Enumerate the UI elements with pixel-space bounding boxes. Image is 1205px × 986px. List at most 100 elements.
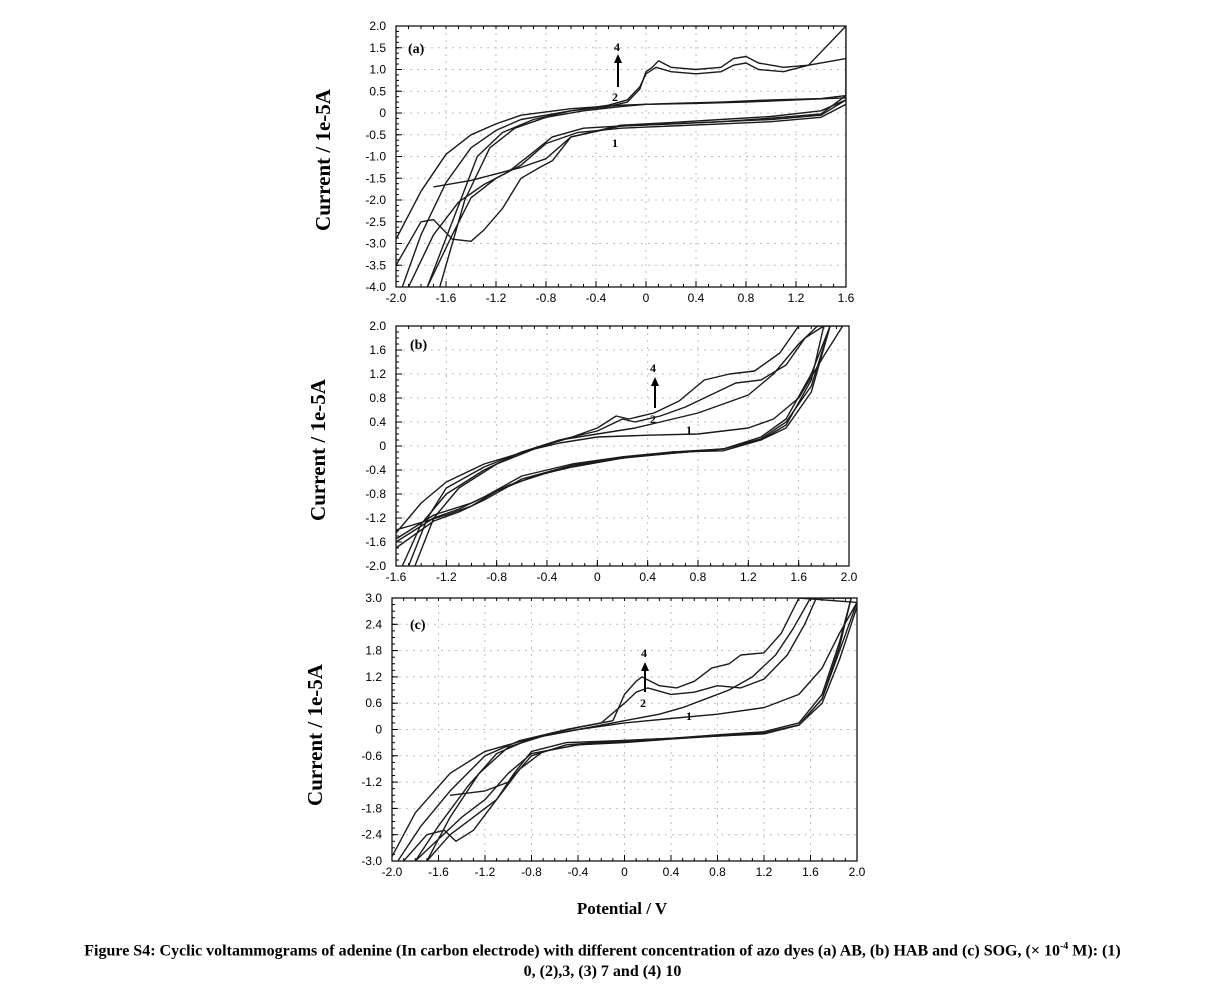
panel-b-y-tick-label-3: 0.8 <box>369 391 386 405</box>
panel-c-x-tick-label-9: 1.6 <box>802 865 819 879</box>
panel-a-x-tick-label-4: -0.4 <box>586 291 607 305</box>
panel-c-x-tick-label-5: 0 <box>621 865 628 879</box>
panel-a-cv-curve-4 <box>426 97 846 287</box>
panel-a-cv-curve-3 <box>407 26 846 287</box>
panel-b-increase-arrow-head <box>651 377 659 386</box>
panel-c-x-tick-label-7: 0.8 <box>709 865 726 879</box>
caption-text-a: Figure S4: Cyclic voltammograms of adeni… <box>84 942 1060 960</box>
panel-c-y-tick-label-6: -0.6 <box>361 749 382 763</box>
panel-b-x-tick-label-5: 0.4 <box>639 570 656 584</box>
panel-c-y-tick-label-9: -2.4 <box>361 828 382 842</box>
panel-b-y-tick-label-4: 0.4 <box>369 415 386 429</box>
panel-a-x-tick-label-7: 0.8 <box>738 291 755 305</box>
panel-b-curve-label-2: 2 <box>650 412 656 426</box>
panel-a-curve-label-1: 1 <box>612 136 618 150</box>
panel-b-cv-curve-4 <box>396 326 825 566</box>
panel-c-x-tick-label-3: -0.8 <box>521 865 542 879</box>
panel-a-y-tick-label-8: -2.0 <box>365 193 386 207</box>
panel-c-x-tick-label-10: 2.0 <box>849 865 866 879</box>
panel-a-cv-curve-1 <box>396 94 846 240</box>
panel-a-y-axis-label: Current / 1e-5A <box>311 88 335 231</box>
panel-c-y-tick-label-2: 1.8 <box>365 644 382 658</box>
panel-a-y-tick-label-3: 0.5 <box>369 84 386 98</box>
caption-text-b: M): (1) <box>1068 942 1121 960</box>
panel-c-x-tick-label-4: -0.4 <box>568 865 589 879</box>
panel-a-y-tick-label-2: 1.0 <box>369 63 386 77</box>
panel-c: Current / 1e-5A (c) 4 2 1 -2.0 -1.6 -1.2 -0… <box>303 591 866 879</box>
panel-b-tag: (b) <box>410 338 427 353</box>
panel-a-x-tick-label-2: -1.2 <box>486 291 507 305</box>
panel-a-x-tick-label-9: 1.6 <box>838 291 855 305</box>
panel-c-tag: (c) <box>410 618 426 633</box>
panel-b-y-axis-label: Current / 1e-5A <box>306 378 330 521</box>
panel-c-cv-curve-3 <box>414 598 857 861</box>
panel-c-x-tick-label-2: -1.2 <box>475 865 496 879</box>
panel-b-y-tick-label-2: 1.2 <box>369 367 386 381</box>
panel-b-y-tick-label-8: -1.2 <box>365 511 386 525</box>
panel-c-curve-label-4: 4 <box>641 646 647 660</box>
panel-a-x-tick-label-0: -2.0 <box>386 291 407 305</box>
panel-b-y-tick-label-10: -2.0 <box>365 559 386 573</box>
panel-b-x-tick-label-1: -1.2 <box>436 570 457 584</box>
panel-c-y-axis-label: Current / 1e-5A <box>303 663 327 806</box>
panel-c-y-tick-label-5: 0 <box>375 723 382 737</box>
panel-b-y-tick-label-1: 1.6 <box>369 343 386 357</box>
panel-b-x-tick-label-6: 0.8 <box>690 570 707 584</box>
panel-c-y-tick-label-8: -1.8 <box>361 801 382 815</box>
panel-a-y-tick-label-0: 2.0 <box>369 19 386 33</box>
panel-b-y-tick-label-7: -0.8 <box>365 487 386 501</box>
caption-line-2: 0, (2),3, (3) 7 and (4) 10 <box>523 963 682 981</box>
panel-b: Current / 1e-5A (b) 4 2 1 -1.6 -1.2 -0.8 -0… <box>306 319 858 584</box>
panel-b-y-tick-label-0: 2.0 <box>369 319 386 333</box>
panel-c-curve-label-1: 1 <box>686 709 692 723</box>
panel-a-x-tick-label-3: -0.8 <box>536 291 557 305</box>
panel-b-curve-label-1: 1 <box>686 423 692 437</box>
panel-c-cv-curve-4 <box>414 598 852 861</box>
panel-b-x-tick-label-4: 0 <box>594 570 601 584</box>
panel-a-y-tick-label-9: -2.5 <box>365 215 386 229</box>
panel-c-curve-label-2: 2 <box>640 696 646 710</box>
panel-b-y-tick-label-5: 0 <box>379 439 386 453</box>
panel-b-x-tick-label-2: -0.8 <box>486 570 507 584</box>
panel-a: Current / 1e-5A (a) 4 2 1 -2.0 -1.6 -1.2 -0… <box>311 19 855 305</box>
panel-a-x-tick-label-6: 0.4 <box>688 291 705 305</box>
panel-a-y-tick-label-1: 1.5 <box>369 41 386 55</box>
caption-exponent: -4 <box>1059 941 1069 952</box>
panel-c-x-tick-label-0: -2.0 <box>382 865 403 879</box>
panel-a-curve-label-4: 4 <box>614 40 620 54</box>
x-axis-label: Potential / V <box>577 899 668 918</box>
panel-a-y-tick-label-11: -3.5 <box>365 258 386 272</box>
panel-a-increase-arrow-head <box>614 54 622 63</box>
panel-b-y-tick-label-6: -0.4 <box>365 463 386 477</box>
panel-a-y-tick-label-10: -3.0 <box>365 237 386 251</box>
panel-c-x-tick-label-6: 0.4 <box>663 865 680 879</box>
panel-a-y-tick-label-6: -1.0 <box>365 150 386 164</box>
panel-c-y-tick-label-0: 3.0 <box>365 591 382 605</box>
panel-a-tag: (a) <box>408 42 425 57</box>
panel-b-x-tick-label-7: 1.2 <box>740 570 757 584</box>
panel-a-y-tick-label-7: -1.5 <box>365 171 386 185</box>
panel-b-curve-label-4: 4 <box>650 361 656 375</box>
panel-a-x-tick-label-1: -1.6 <box>436 291 457 305</box>
panel-a-curve-label-2: 2 <box>612 90 618 104</box>
panel-b-y-tick-label-9: -1.6 <box>365 535 386 549</box>
panel-a-y-tick-label-4: 0 <box>379 106 386 120</box>
panel-c-y-tick-label-10: -3.0 <box>361 854 382 868</box>
panel-a-x-tick-label-5: 0 <box>643 291 650 305</box>
panel-b-x-tick-label-9: 2.0 <box>841 570 858 584</box>
panel-c-x-tick-label-1: -1.6 <box>428 865 449 879</box>
figure-caption: Figure S4: Cyclic voltammograms of adeni… <box>0 936 1205 982</box>
panel-a-y-tick-label-5: -0.5 <box>365 128 386 142</box>
caption-line-1: Figure S4: Cyclic voltammograms of adeni… <box>0 936 1205 961</box>
panel-b-x-tick-label-3: -0.4 <box>537 570 558 584</box>
panel-b-x-tick-label-0: -1.6 <box>386 570 407 584</box>
panel-b-x-tick-label-8: 1.6 <box>790 570 807 584</box>
panel-a-y-tick-label-12: -4.0 <box>365 280 386 294</box>
panel-c-increase-arrow-head <box>641 662 649 671</box>
panel-c-y-tick-label-1: 2.4 <box>365 617 382 631</box>
panel-c-y-tick-label-4: 0.6 <box>365 696 382 710</box>
panel-c-x-tick-label-8: 1.2 <box>756 865 773 879</box>
panel-a-x-tick-label-8: 1.2 <box>788 291 805 305</box>
panel-c-y-tick-label-3: 1.2 <box>365 670 382 684</box>
